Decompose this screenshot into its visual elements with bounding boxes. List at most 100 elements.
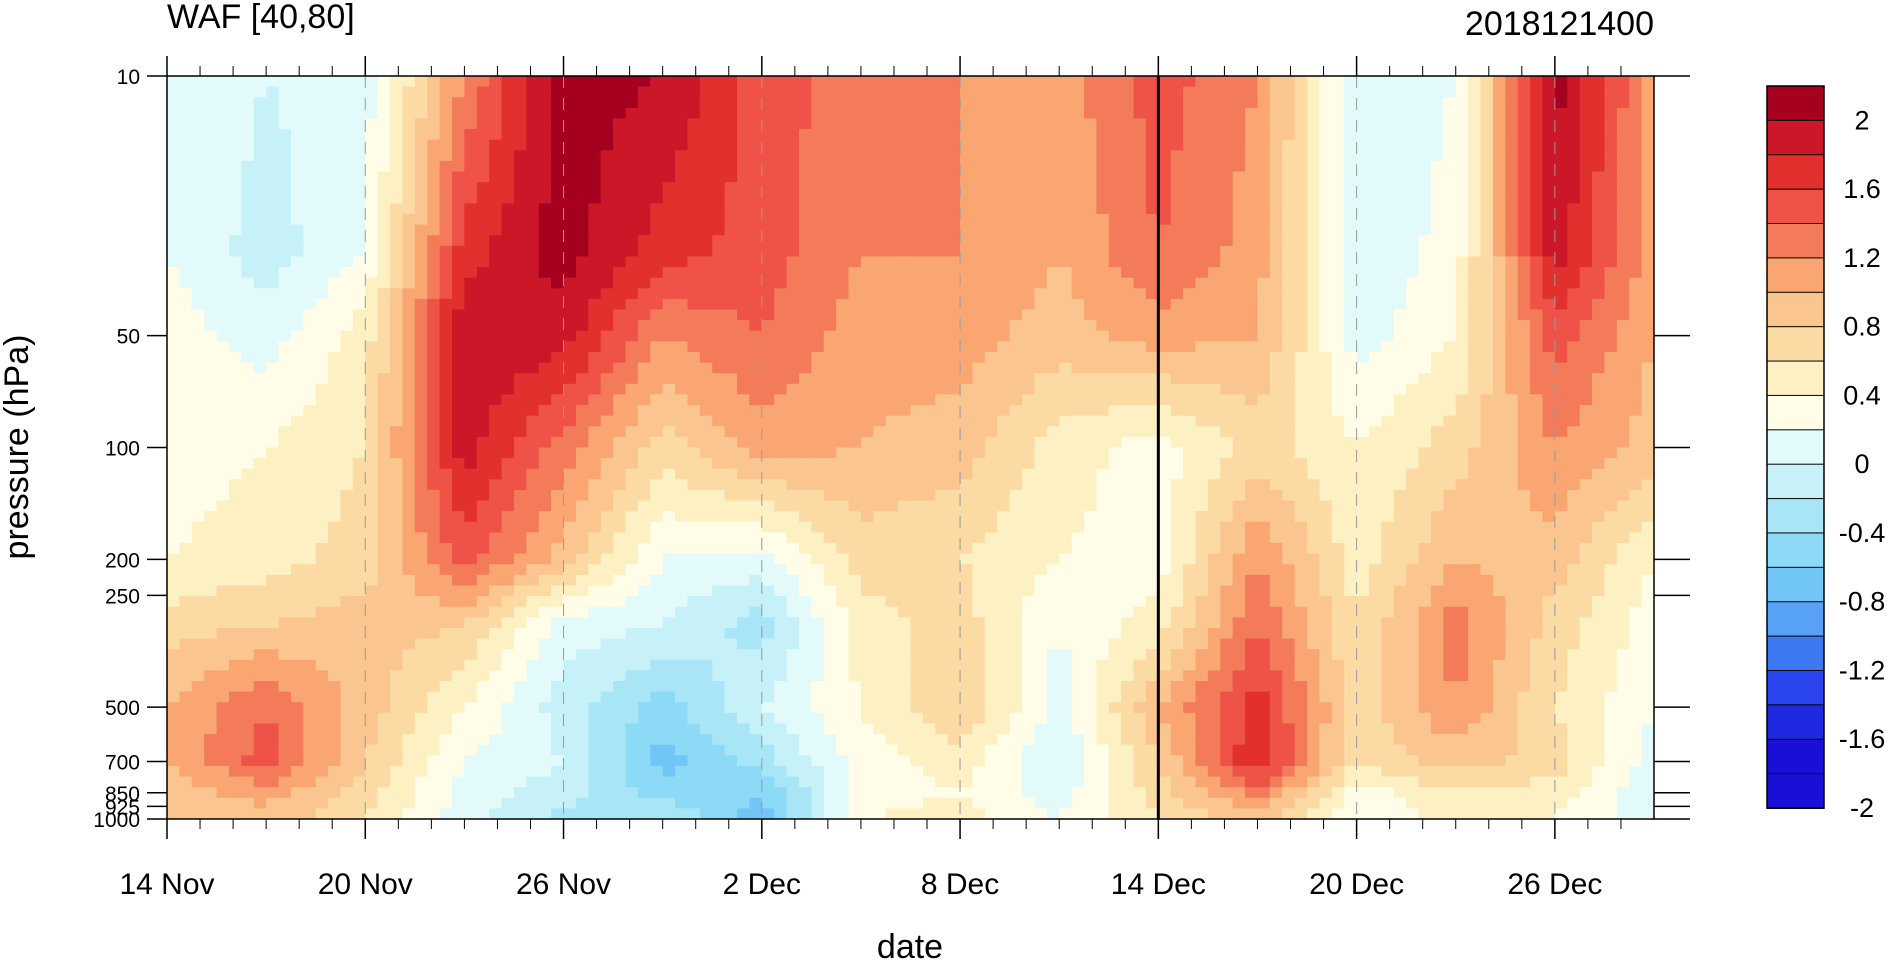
contour-cell xyxy=(315,288,329,300)
contour-cell xyxy=(290,447,304,459)
contour-cell xyxy=(439,468,453,480)
contour-cell xyxy=(1220,277,1234,289)
contour-cell xyxy=(402,458,416,470)
contour-cell xyxy=(1616,383,1630,396)
contour-cell xyxy=(1034,468,1048,480)
contour-cell xyxy=(390,405,404,417)
contour-cell xyxy=(935,330,949,342)
contour-cell xyxy=(1319,97,1333,109)
contour-cell xyxy=(1158,362,1172,374)
contour-cell xyxy=(1022,309,1036,321)
contour-cell xyxy=(1455,256,1469,268)
contour-cell xyxy=(1393,447,1407,459)
contour-cell xyxy=(365,373,379,385)
contour-cell xyxy=(1282,415,1296,427)
contour-cell xyxy=(1307,107,1321,120)
contour-cell xyxy=(513,192,527,204)
contour-cell xyxy=(1406,394,1420,406)
contour-cell xyxy=(1592,129,1606,141)
contour-cell xyxy=(551,426,565,438)
contour-cell xyxy=(290,309,304,321)
contour-cell xyxy=(476,118,490,130)
contour-cell xyxy=(761,458,775,470)
contour-cell xyxy=(1232,171,1246,183)
contour-cell xyxy=(1418,267,1432,279)
contour-cell xyxy=(501,436,515,449)
contour-cell xyxy=(427,373,441,385)
contour-cell xyxy=(1592,171,1606,183)
contour-cell xyxy=(1368,394,1382,406)
contour-cell xyxy=(340,129,354,141)
contour-cell xyxy=(228,436,242,449)
contour-cell xyxy=(1381,436,1395,449)
contour-cell xyxy=(167,76,180,88)
contour-cell xyxy=(1331,267,1345,279)
contour-cell xyxy=(414,129,428,141)
contour-cell xyxy=(836,97,850,109)
contour-cell xyxy=(1170,235,1184,247)
contour-cell xyxy=(947,362,961,374)
contour-cell xyxy=(712,436,726,449)
contour-cell xyxy=(303,107,317,120)
contour-cell xyxy=(1406,97,1420,109)
contour-cell xyxy=(1170,107,1184,120)
contour-cell xyxy=(1269,76,1283,88)
contour-cell xyxy=(303,129,317,141)
contour-cell xyxy=(873,171,887,183)
contour-cell xyxy=(935,171,949,183)
contour-cell xyxy=(1232,277,1246,289)
contour-cell xyxy=(922,267,936,279)
contour-cell xyxy=(947,224,961,236)
contour-cell xyxy=(303,383,317,396)
contour-cell xyxy=(179,192,193,204)
contour-cell xyxy=(1158,373,1172,385)
contour-cell xyxy=(1269,213,1283,226)
contour-cell xyxy=(960,97,974,109)
contour-cell xyxy=(266,224,280,236)
contour-cell xyxy=(935,309,949,321)
contour-cell xyxy=(278,182,292,194)
contour-cell xyxy=(1245,341,1259,353)
contour-cell xyxy=(340,192,354,204)
contour-cell xyxy=(650,118,664,130)
contour-cell xyxy=(1517,107,1531,120)
contour-cell xyxy=(786,373,800,385)
contour-cell xyxy=(1430,489,1444,502)
contour-cell xyxy=(228,171,242,183)
contour-cell xyxy=(1418,235,1432,247)
contour-cell xyxy=(1071,479,1085,491)
contour-cell xyxy=(848,171,862,183)
contour-cell xyxy=(625,394,639,406)
contour-cell xyxy=(600,405,614,417)
contour-cell xyxy=(204,267,218,279)
contour-cell xyxy=(278,171,292,183)
contour-cell xyxy=(1443,107,1457,120)
contour-cell xyxy=(377,107,391,120)
contour-cell xyxy=(179,479,193,491)
contour-cell xyxy=(885,415,899,427)
contour-cell xyxy=(315,500,329,512)
contour-cell xyxy=(935,139,949,151)
contour-cell xyxy=(675,213,689,226)
contour-cell xyxy=(551,160,565,173)
contour-cell xyxy=(885,86,899,98)
contour-cell xyxy=(1195,150,1209,162)
contour-cell xyxy=(662,436,676,449)
contour-cell xyxy=(204,97,218,109)
contour-cell xyxy=(1307,405,1321,417)
contour-cell xyxy=(860,192,874,204)
contour-cell xyxy=(761,511,775,523)
contour-cell xyxy=(1294,224,1308,236)
contour-cell xyxy=(588,118,602,130)
contour-cell xyxy=(935,235,949,247)
contour-cell xyxy=(786,86,800,98)
contour-cell xyxy=(947,351,961,364)
contour-cell xyxy=(526,129,540,141)
contour-cell xyxy=(1183,86,1197,98)
contour-cell xyxy=(724,129,738,141)
contour-cell xyxy=(1430,203,1444,215)
contour-cell xyxy=(1046,97,1060,109)
contour-cell xyxy=(1183,160,1197,173)
contour-cell xyxy=(687,213,701,226)
contour-cell xyxy=(687,203,701,215)
